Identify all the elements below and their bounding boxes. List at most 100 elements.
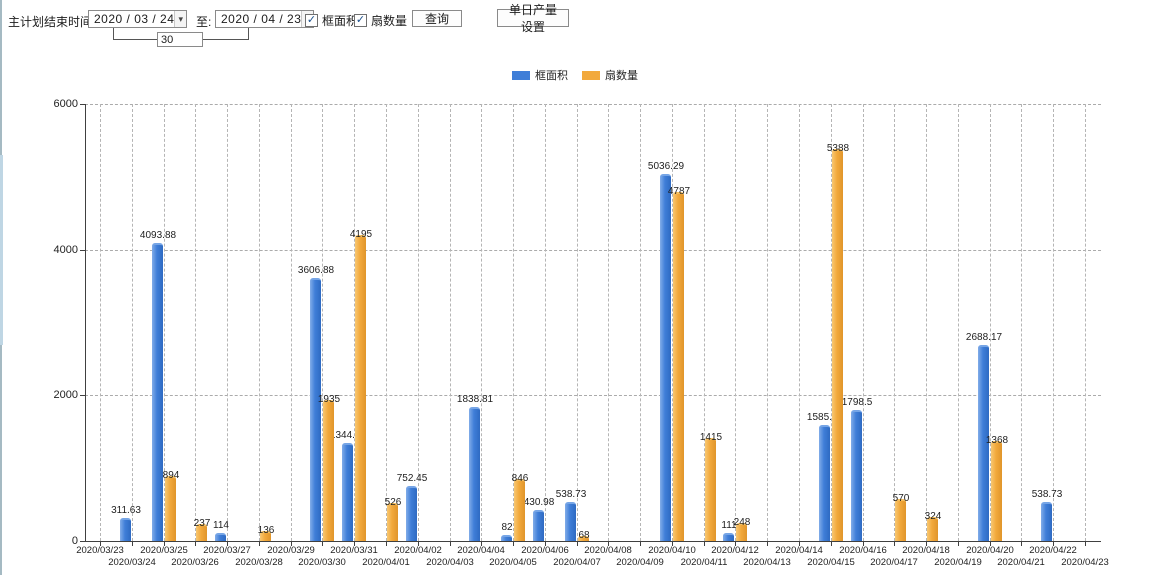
frame-area-checkbox[interactable]: ✓ 框面积 [305, 12, 358, 29]
bar-fan-count [991, 441, 1002, 541]
x-axis-date-label: 2020/03/27 [203, 545, 251, 556]
x-axis-tick [640, 542, 641, 546]
x-gridline [1053, 104, 1054, 541]
x-gridline [1021, 104, 1022, 541]
interval-days-input[interactable] [157, 32, 203, 47]
x-axis-tick [958, 542, 959, 546]
x-gridline [322, 104, 323, 541]
x-gridline [259, 104, 260, 541]
bar-value-label: 5388 [826, 143, 850, 154]
x-axis-tick [545, 542, 546, 546]
x-axis-tick [195, 542, 196, 546]
bar-frame-area [501, 535, 512, 541]
bar-frame-area [533, 510, 544, 541]
bar-fan-count [196, 524, 207, 541]
x-axis-tick [1085, 542, 1086, 546]
x-axis-tick [608, 542, 609, 546]
bar-value-label: 538.73 [1031, 489, 1063, 500]
start-date-picker[interactable]: 2020 / 03 / 24 ▾ [88, 10, 187, 28]
y-axis-line [85, 104, 86, 541]
x-axis-date-label: 2020/04/22 [1029, 545, 1077, 556]
fan-count-swatch-icon [582, 70, 600, 80]
x-axis-date-label: 2020/04/15 [807, 557, 855, 568]
bar-fan-count [260, 531, 271, 541]
bar-fan-count [927, 517, 938, 541]
x-gridline [990, 104, 991, 541]
bar-value-label: 1798.5 [841, 397, 873, 408]
x-gridline [608, 104, 609, 541]
y-axis-label: 6000 [53, 98, 78, 110]
x-gridline [545, 104, 546, 541]
bar-value-label: 237 [193, 518, 211, 529]
bar-value-label: 3606.88 [297, 265, 335, 276]
legend-item-frame-area: 框面积 [512, 67, 568, 83]
bar-frame-area [310, 278, 321, 541]
bar-frame-area [469, 407, 480, 541]
x-axis-tick [386, 542, 387, 546]
x-gridline [672, 104, 673, 541]
x-gridline [735, 104, 736, 541]
x-gridline [291, 104, 292, 541]
bar-value-label: 1344.95 [329, 430, 367, 441]
x-axis-date-label: 2020/04/10 [648, 545, 696, 556]
bar-value-label: 538.73 [555, 489, 587, 500]
bar-value-label: 894 [162, 470, 180, 481]
y-axis-label: 4000 [53, 243, 78, 256]
bar-fan-count [355, 235, 366, 541]
bar-value-label: 430.98 [523, 497, 555, 508]
bar-frame-area [152, 243, 163, 541]
x-gridline [227, 104, 228, 541]
y-gridline [85, 395, 1101, 397]
chart-legend: 框面积 扇数量 [0, 67, 1150, 83]
y-gridline [85, 104, 1101, 105]
x-axis-tick [481, 542, 482, 546]
x-gridline [164, 104, 165, 541]
x-axis-tick [704, 542, 705, 546]
bar-value-label: 2688.17 [965, 332, 1003, 343]
fan-count-checkbox[interactable]: ✓ 扇数量 [354, 12, 407, 29]
bar-value-label: 4093.88 [139, 230, 177, 241]
bar-fan-count [832, 149, 843, 541]
query-button[interactable]: 查询 [412, 10, 462, 27]
x-axis-tick [831, 542, 832, 546]
x-axis-tick [418, 542, 419, 546]
x-axis-date-label: 2020/04/08 [584, 545, 632, 556]
x-gridline [577, 104, 578, 541]
x-gridline [767, 104, 768, 541]
x-axis-date-label: 2020/04/02 [394, 545, 442, 556]
x-axis-date-label: 2020/04/23 [1061, 557, 1109, 568]
bar-frame-area [1041, 502, 1052, 541]
end-date-value: 2020 / 04 / 23 [221, 12, 302, 26]
x-axis-date-label: 2020/03/30 [298, 557, 346, 568]
y-axis-tick [80, 104, 85, 105]
bar-value-label: 1585.96 [806, 412, 844, 423]
end-date-picker[interactable]: 2020 / 04 / 23 ▾ [215, 10, 314, 28]
x-axis-date-label: 2020/04/14 [775, 545, 823, 556]
bar-frame-area [120, 518, 131, 541]
x-gridline [640, 104, 641, 541]
chevron-down-icon[interactable]: ▾ [174, 11, 186, 27]
to-label: 至: [196, 15, 212, 29]
fan-count-checkbox-label: 扇数量 [371, 14, 408, 28]
x-axis-tick [450, 542, 451, 546]
x-axis-tick [259, 542, 260, 546]
bar-value-label: 311.63 [111, 505, 141, 516]
x-axis-date-label: 2020/03/24 [108, 557, 156, 568]
y-axis-label: 2000 [53, 389, 78, 402]
x-axis-tick [672, 542, 673, 546]
x-gridline [418, 104, 419, 541]
x-axis-date-label: 2020/03/25 [140, 545, 188, 556]
start-date-value: 2020 / 03 / 24 [94, 12, 175, 26]
x-axis-date-label: 2020/04/20 [966, 545, 1014, 556]
x-gridline [863, 104, 864, 541]
x-axis-date-label: 2020/04/21 [997, 557, 1045, 568]
x-axis-date-label: 2020/03/23 [76, 545, 124, 556]
bar-value-label: 68 [578, 530, 590, 541]
x-axis-date-label: 2020/04/07 [553, 557, 601, 568]
x-gridline [132, 104, 133, 541]
x-gridline [195, 104, 196, 541]
x-gridline [100, 104, 101, 541]
x-axis-tick [863, 542, 864, 546]
bar-fan-count [736, 523, 747, 541]
x-axis-date-label: 2020/04/03 [426, 557, 474, 568]
